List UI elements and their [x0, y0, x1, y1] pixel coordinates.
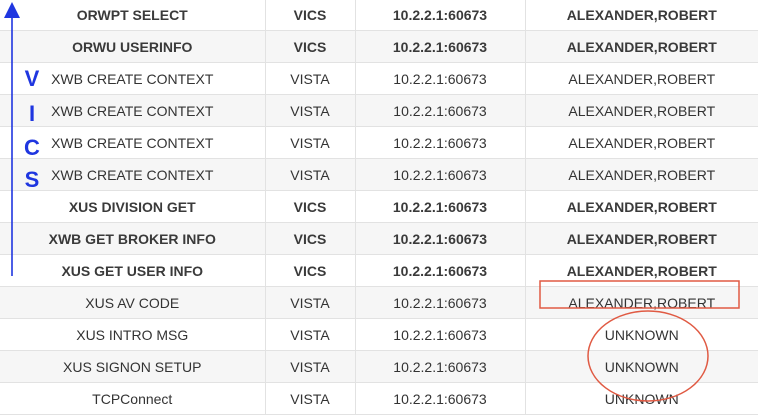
system-cell: VICS	[265, 30, 356, 63]
vics-letter-v: V	[24, 66, 40, 91]
user-cell: ALEXANDER,ROBERT	[525, 30, 758, 63]
user-cell: ALEXANDER,ROBERT	[525, 190, 758, 223]
address-cell: 10.2.2.1:60673	[355, 254, 526, 287]
address-cell: 10.2.2.1:60673	[355, 350, 526, 383]
system-cell: VISTA	[265, 318, 356, 351]
table-row[interactable]: XUS INTRO MSG VISTA 10.2.2.1:60673 UNKNOWN	[0, 318, 758, 351]
user-cell: ALEXANDER,ROBERT	[525, 126, 758, 159]
address-cell: 10.2.2.1:60673	[355, 126, 526, 159]
system-cell: VICS	[265, 222, 356, 255]
table-row[interactable]: XUS AV CODE VISTA 10.2.2.1:60673 ALEXANDER,…	[0, 286, 758, 319]
user-cell: ALEXANDER,ROBERT	[525, 94, 758, 127]
user-cell: UNKNOWN	[525, 382, 758, 415]
vics-letter-c: C	[24, 135, 40, 160]
user-cell: ALEXANDER,ROBERT	[525, 62, 758, 95]
system-cell: VISTA	[265, 158, 356, 191]
address-cell: 10.2.2.1:60673	[355, 318, 526, 351]
address-cell: 10.2.2.1:60673	[355, 286, 526, 319]
user-cell: ALEXANDER,ROBERT	[525, 158, 758, 191]
rpc-name-cell: XWB CREATE CONTEXT	[0, 94, 266, 127]
table-row[interactable]: XWB CREATE CONTEXT VISTA 10.2.2.1:60673 ALE…	[0, 94, 758, 127]
table-row[interactable]: XUS DIVISION GET VICS 10.2.2.1:60673 ALEXAN…	[0, 190, 758, 223]
table-row[interactable]: ORWU USERINFO VICS 10.2.2.1:60673 ALEXANDER…	[0, 30, 758, 63]
address-cell: 10.2.2.1:60673	[355, 382, 526, 415]
rpc-name-cell: XWB GET BROKER INFO	[0, 222, 266, 255]
rpc-name-cell: XUS SIGNON SETUP	[0, 350, 266, 383]
system-cell: VISTA	[265, 94, 356, 127]
rpc-name-cell: XUS GET USER INFO	[0, 254, 266, 287]
rpc-name-cell: XUS INTRO MSG	[0, 318, 266, 351]
system-cell: VISTA	[265, 62, 356, 95]
rpc-name-cell: TCPConnect	[0, 382, 266, 415]
system-cell: VICS	[265, 0, 356, 31]
system-cell: VISTA	[265, 350, 356, 383]
rpc-name-cell: ORWU USERINFO	[0, 30, 266, 63]
table-row[interactable]: ORWPT SELECT VICS 10.2.2.1:60673 ALEXANDER,…	[0, 0, 758, 31]
system-cell: VICS	[265, 254, 356, 287]
address-cell: 10.2.2.1:60673	[355, 190, 526, 223]
user-cell: ALEXANDER,ROBERT	[525, 286, 758, 319]
vics-letter-s: S	[24, 167, 40, 192]
address-cell: 10.2.2.1:60673	[355, 30, 526, 63]
table-row[interactable]: XWB GET BROKER INFO VICS 10.2.2.1:60673 ALE…	[0, 222, 758, 255]
system-cell: VICS	[265, 190, 356, 223]
user-cell: ALEXANDER,ROBERT	[525, 0, 758, 31]
address-cell: 10.2.2.1:60673	[355, 0, 526, 31]
table-row[interactable]: XUS SIGNON SETUP VISTA 10.2.2.1:60673 UNKNO…	[0, 350, 758, 383]
rpc-name-cell: XWB CREATE CONTEXT	[0, 158, 266, 191]
rpc-name-cell: XWB CREATE CONTEXT	[0, 62, 266, 95]
rpc-name-cell: XWB CREATE CONTEXT	[0, 126, 266, 159]
table-row[interactable]: XWB CREATE CONTEXT VISTA 10.2.2.1:60673 ALE…	[0, 62, 758, 95]
user-cell: ALEXANDER,ROBERT	[525, 222, 758, 255]
address-cell: 10.2.2.1:60673	[355, 94, 526, 127]
table-row[interactable]: XWB CREATE CONTEXT VISTA 10.2.2.1:60673 ALE…	[0, 126, 758, 159]
table-row[interactable]: TCPConnect VISTA 10.2.2.1:60673 UNKNOWN	[0, 382, 758, 415]
user-cell: UNKNOWN	[525, 318, 758, 351]
system-cell: VISTA	[265, 126, 356, 159]
address-cell: 10.2.2.1:60673	[355, 62, 526, 95]
user-cell: UNKNOWN	[525, 350, 758, 383]
system-cell: VISTA	[265, 382, 356, 415]
vics-letter-i: I	[28, 101, 36, 126]
address-cell: 10.2.2.1:60673	[355, 222, 526, 255]
address-cell: 10.2.2.1:60673	[355, 158, 526, 191]
system-cell: VISTA	[265, 286, 356, 319]
rpc-name-cell: XUS AV CODE	[0, 286, 266, 319]
rpc-name-cell: XUS DIVISION GET	[0, 190, 266, 223]
table-row[interactable]: XUS GET USER INFO VICS 10.2.2.1:60673 ALEXA…	[0, 254, 758, 287]
rpc-name-cell: ORWPT SELECT	[0, 0, 266, 31]
user-cell: ALEXANDER,ROBERT	[525, 254, 758, 287]
table-row[interactable]: XWB CREATE CONTEXT VISTA 10.2.2.1:60673 ALE…	[0, 158, 758, 191]
